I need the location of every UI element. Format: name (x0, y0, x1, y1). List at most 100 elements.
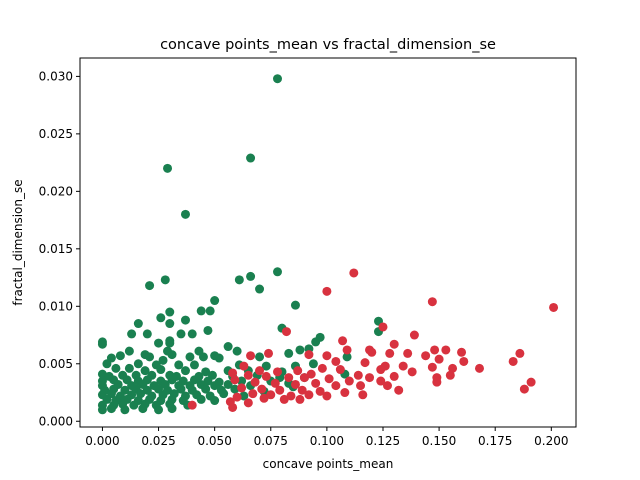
data-point (342, 352, 352, 362)
data-point (275, 385, 285, 395)
data-point (338, 336, 348, 346)
y-tick-label: 0.025 (39, 127, 73, 141)
data-point (239, 361, 249, 371)
data-point (210, 381, 220, 391)
data-point (409, 330, 419, 340)
data-point (331, 381, 341, 391)
data-point (234, 275, 244, 285)
data-point (198, 352, 208, 362)
data-point (223, 342, 233, 352)
y-tick-label: 0.020 (39, 184, 73, 198)
data-point (304, 390, 314, 400)
data-point (270, 378, 280, 388)
data-point (324, 374, 334, 384)
data-point (230, 375, 240, 385)
x-tick-label: 0.000 (85, 434, 119, 448)
data-point (228, 402, 238, 412)
data-point (434, 354, 444, 364)
data-point (255, 352, 265, 362)
data-point (189, 360, 199, 370)
y-tick-label: 0.030 (39, 69, 73, 83)
data-point (342, 345, 352, 355)
data-point (145, 352, 155, 362)
data-point (133, 319, 143, 329)
data-point (376, 365, 386, 375)
data-point (250, 377, 260, 387)
plot-frame (79, 57, 577, 428)
data-point (394, 385, 404, 395)
data-point (255, 366, 265, 376)
data-point (322, 351, 332, 361)
data-point (246, 153, 256, 163)
data-point (264, 348, 274, 358)
data-point (136, 389, 146, 399)
x-tick-label: 0.050 (197, 434, 231, 448)
data-point (156, 313, 166, 323)
x-tick-label: 0.200 (534, 434, 568, 448)
x-tick-label: 0.125 (366, 434, 400, 448)
data-point (335, 365, 345, 375)
data-point (367, 347, 377, 357)
data-point (124, 346, 134, 356)
data-point (237, 383, 247, 393)
data-point (273, 267, 282, 277)
data-point (138, 404, 148, 414)
data-point (167, 404, 177, 414)
y-tick-label: 0.015 (39, 242, 73, 256)
data-point (133, 359, 143, 369)
data-point (360, 358, 370, 368)
data-point (308, 359, 318, 369)
data-point (259, 393, 269, 403)
x-axis-label: concave points_mean (263, 457, 394, 471)
data-point (382, 381, 392, 391)
data-point (257, 384, 267, 394)
data-point (549, 302, 559, 312)
x-tick-label: 0.175 (478, 434, 512, 448)
data-point (205, 306, 215, 316)
data-point (279, 394, 289, 404)
data-point (203, 325, 213, 335)
data-point (297, 385, 307, 395)
data-point (508, 356, 518, 366)
data-point (102, 359, 112, 369)
data-point (457, 347, 467, 357)
data-point (243, 370, 253, 380)
data-point (273, 367, 282, 377)
data-point (124, 363, 134, 373)
data-point (398, 361, 408, 371)
data-point (331, 356, 341, 366)
data-point (290, 300, 300, 310)
data-point (248, 389, 258, 399)
data-point (160, 275, 170, 285)
data-point (243, 398, 253, 408)
data-point (185, 352, 195, 362)
x-axis-ticks: 0.000 0.025 0.050 0.075 0.100 0.125 0.150 0.175… (85, 427, 568, 448)
data-point (115, 351, 125, 361)
data-point (304, 350, 314, 360)
data-point (281, 327, 291, 337)
data-point (389, 371, 399, 381)
x-tick-label: 0.100 (310, 434, 344, 448)
data-point (389, 339, 399, 349)
data-point (196, 394, 206, 404)
data-point (154, 338, 164, 348)
data-point (230, 384, 240, 394)
data-point (187, 400, 197, 410)
data-point (430, 345, 440, 355)
data-point (237, 376, 247, 386)
chart-title: concave points_mean vs fractal_dimension… (160, 37, 496, 53)
data-point (261, 361, 271, 371)
data-point (232, 346, 242, 356)
data-point (210, 296, 220, 306)
data-point (255, 284, 265, 294)
data-point (284, 348, 294, 358)
data-point (353, 370, 363, 380)
data-point (284, 373, 294, 383)
data-point (322, 286, 332, 296)
data-point (427, 297, 437, 307)
data-point (293, 366, 303, 376)
data-point (187, 329, 197, 339)
data-point (167, 375, 177, 385)
data-point (163, 163, 173, 173)
data-point (407, 367, 417, 377)
